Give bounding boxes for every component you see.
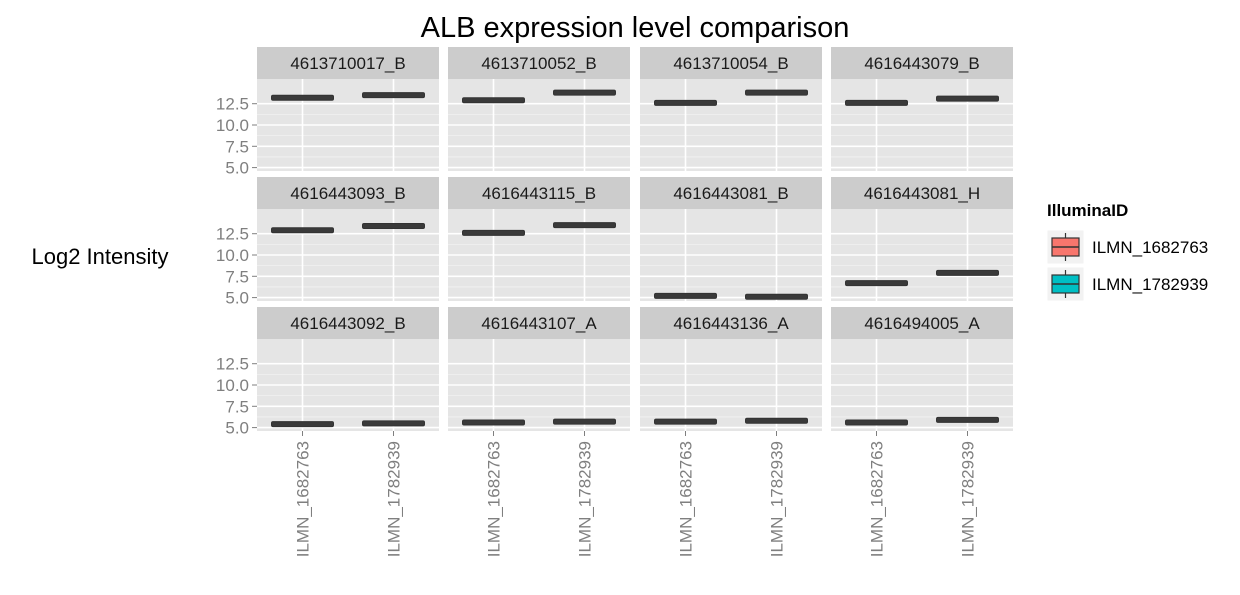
facet-label: 4616443107_A xyxy=(481,314,597,333)
facet-strip xyxy=(640,47,822,79)
y-tick-label: 5.0 xyxy=(225,419,249,438)
facet-strip xyxy=(831,47,1013,79)
legend-key xyxy=(1046,266,1085,302)
facet-panel: 4616443093_B 5.0 7.5 10.0 12.5 xyxy=(216,177,439,308)
x-tick-label: ILMN_1682763 xyxy=(868,441,887,557)
box-median xyxy=(745,417,808,424)
facet-label: 4616443093_B xyxy=(290,184,405,203)
facet-label: 4616443136_A xyxy=(673,314,789,333)
box-median xyxy=(271,94,334,101)
y-tick-label: 10.0 xyxy=(216,246,249,265)
legend-label: ILMN_1682763 xyxy=(1092,238,1208,257)
box-median xyxy=(936,95,999,102)
facet-panel: 4616443079_B xyxy=(831,47,1013,171)
box-median xyxy=(936,416,999,423)
x-tick-label: ILMN_1782939 xyxy=(576,441,595,557)
x-tick-label: ILMN_1782939 xyxy=(768,441,787,557)
facet-label: 4616443081_B xyxy=(673,184,788,203)
x-tick-label: ILMN_1682763 xyxy=(485,441,504,557)
facet-panels: 4613710017_B 5.0 7.5 10.0 12.5 4613710052_B 46… xyxy=(216,47,1013,557)
y-axis-label: Log2 Intensity xyxy=(32,244,169,269)
y-tick-label: 5.0 xyxy=(225,289,249,308)
x-tick-label: ILMN_1682763 xyxy=(677,441,696,557)
facet-panel: 4616443092_B 5.0 7.5 10.0 12.5 ILMN_1682763 IL… xyxy=(216,307,439,557)
box-median xyxy=(462,229,525,236)
box-median xyxy=(362,92,425,99)
box-median xyxy=(553,222,616,229)
facet-label: 4616443115_B xyxy=(482,184,596,203)
legend-title: IlluminaID xyxy=(1047,201,1128,220)
box-median xyxy=(362,420,425,427)
box-median xyxy=(654,418,717,425)
x-tick-label: ILMN_1682763 xyxy=(294,441,313,557)
y-tick-label: 5.0 xyxy=(225,159,249,178)
facet-label: 4616443081_H xyxy=(864,184,980,203)
facet-panel: 4616443081_H xyxy=(831,177,1013,301)
box-median xyxy=(745,89,808,96)
y-tick-label: 10.0 xyxy=(216,376,249,395)
facet-panel: 4616443107_A ILMN_1682763 ILMN_1782939 xyxy=(448,307,630,557)
y-tick-label: 12.5 xyxy=(216,355,249,374)
box-median xyxy=(462,97,525,104)
facet-strip xyxy=(640,307,822,339)
facet-panel: 4613710054_B xyxy=(640,47,822,171)
facet-panel: 4616494005_A ILMN_1682763 ILMN_1782939 xyxy=(831,307,1013,557)
box-median xyxy=(462,419,525,426)
facet-label: 4616494005_A xyxy=(864,314,980,333)
facet-label: 4613710054_B xyxy=(673,54,788,73)
facet-panel: 4616443081_B xyxy=(640,177,822,301)
facet-strip xyxy=(831,177,1013,209)
box-median xyxy=(654,99,717,106)
box-median xyxy=(362,223,425,230)
facet-label: 4613710052_B xyxy=(481,54,596,73)
legend-label: ILMN_1782939 xyxy=(1092,275,1208,294)
box-median xyxy=(271,421,334,428)
facet-panel: 4613710017_B 5.0 7.5 10.0 12.5 xyxy=(216,47,439,178)
x-tick-label: ILMN_1782939 xyxy=(959,441,978,557)
facet-label: 4613710017_B xyxy=(290,54,405,73)
facet-panel: 4613710052_B xyxy=(448,47,630,171)
y-tick-label: 7.5 xyxy=(225,267,249,286)
box-median xyxy=(845,280,908,287)
box-median xyxy=(936,269,999,276)
facet-label: 4616443092_B xyxy=(290,314,405,333)
facet-strip xyxy=(257,47,439,79)
box-median xyxy=(271,227,334,234)
facet-strip xyxy=(257,307,439,339)
box-median xyxy=(654,292,717,299)
legend: IlluminaID ILMN_1682763 ILMN_1782939 xyxy=(1046,201,1208,302)
x-tick-label: ILMN_1782939 xyxy=(385,441,404,557)
facet-panel: 4616443115_B xyxy=(448,177,630,301)
facet-label: 4616443079_B xyxy=(864,54,979,73)
box-median xyxy=(845,419,908,426)
facet-strip xyxy=(448,47,630,79)
y-tick-label: 10.0 xyxy=(216,116,249,135)
box-median xyxy=(745,293,808,300)
y-tick-label: 7.5 xyxy=(225,137,249,156)
facet-panel: 4616443136_A ILMN_1682763 ILMN_1782939 xyxy=(640,307,822,557)
facet-strip xyxy=(448,177,630,209)
box-median xyxy=(553,418,616,425)
facet-strip xyxy=(831,307,1013,339)
box-median xyxy=(845,99,908,106)
y-tick-label: 12.5 xyxy=(216,225,249,244)
legend-key xyxy=(1046,229,1085,265)
facet-strip xyxy=(448,307,630,339)
y-tick-label: 12.5 xyxy=(216,95,249,114)
box-median xyxy=(553,89,616,96)
y-tick-label: 7.5 xyxy=(225,397,249,416)
chart-title: ALB expression level comparison xyxy=(421,12,850,44)
facet-strip xyxy=(257,177,439,209)
facet-strip xyxy=(640,177,822,209)
